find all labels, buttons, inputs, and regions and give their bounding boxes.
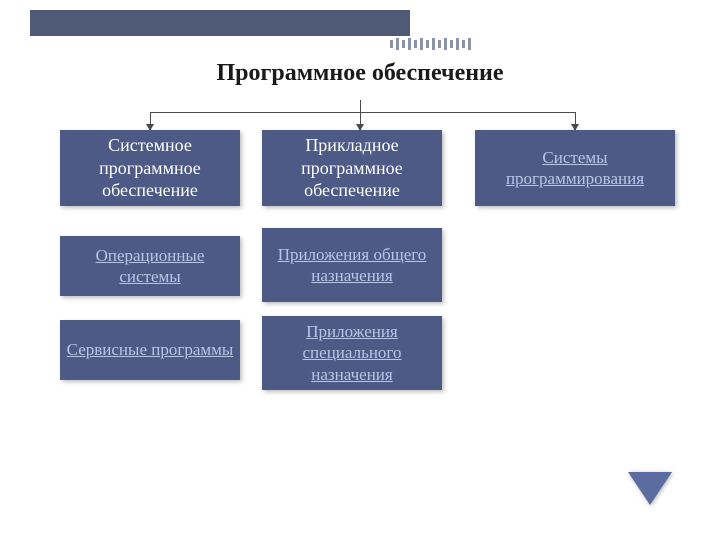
diagram-title: Программное обеспечение bbox=[180, 60, 540, 87]
node-sys: Системное программное обеспечение bbox=[60, 130, 240, 206]
node-spec[interactable]: Приложения специального назначения bbox=[262, 316, 442, 390]
node-app: Прикладное программное обеспечение bbox=[262, 130, 442, 206]
node-srv[interactable]: Сервисные программы bbox=[60, 320, 240, 380]
node-prog[interactable]: Системы программирования bbox=[475, 130, 675, 206]
node-os[interactable]: Операционные системы bbox=[60, 236, 240, 296]
edge-segment bbox=[150, 112, 360, 113]
next-slide-triangle[interactable] bbox=[628, 472, 672, 505]
header-bar bbox=[30, 10, 410, 36]
header-stripes bbox=[390, 38, 471, 50]
edge-segment bbox=[360, 112, 575, 113]
node-gen[interactable]: Приложения общего назначения bbox=[262, 228, 442, 302]
edge-segment bbox=[360, 100, 361, 112]
